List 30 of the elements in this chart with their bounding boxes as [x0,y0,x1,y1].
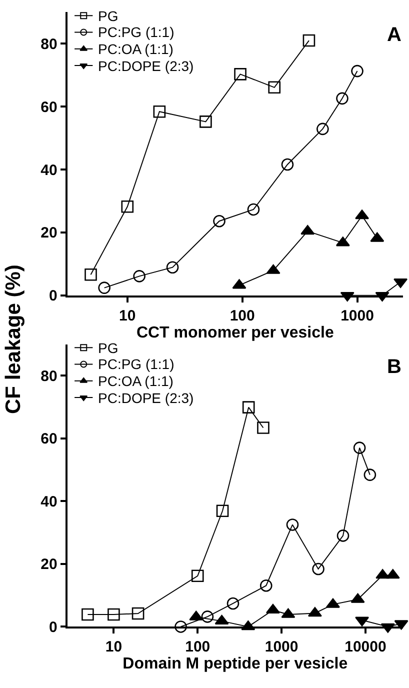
y-tick-label: 40 [40,162,58,179]
y-tick-label: 60 [40,98,58,116]
y-tick-label: 40 [40,493,58,510]
x-tick-label: 1000 [264,638,298,656]
annotation: A [387,24,402,46]
legend-label: PG [98,8,118,24]
x-tick-label: 100 [230,307,255,324]
y-tick-label: 80 [40,36,58,53]
y-tick-label: 80 [40,368,58,385]
x-tick-label: 10000 [344,638,386,656]
y-tick-label: 20 [40,224,58,242]
annotation: B [387,356,402,378]
legend-label: PG [98,340,118,356]
x-tick-label: 10 [105,638,122,656]
x-axis-title: Domain M peptide per vesicle [122,656,348,673]
y-tick-label: 0 [48,288,58,305]
y-axis-title: CF leakage (%) [2,264,25,414]
legend-label: PC:PG (1:1) [98,356,174,372]
legend-label: PC:OA (1:1) [98,373,174,389]
legend-label: PC:PG (1:1) [98,24,174,40]
legend-label: PC:OA (1:1) [98,41,174,57]
x-tick-label: 10 [119,307,136,324]
x-tick-label: 1000 [340,307,374,324]
legend-label: PC:DOPE (2:3) [98,58,194,74]
y-tick-label: 20 [40,556,58,574]
x-tick-label: 100 [185,638,210,656]
legend-label: PC:DOPE (2:3) [98,390,194,406]
y-tick-label: 0 [48,618,58,636]
x-axis-title: CCT monomer per vesicle [136,324,334,342]
y-tick-label: 60 [40,430,58,448]
